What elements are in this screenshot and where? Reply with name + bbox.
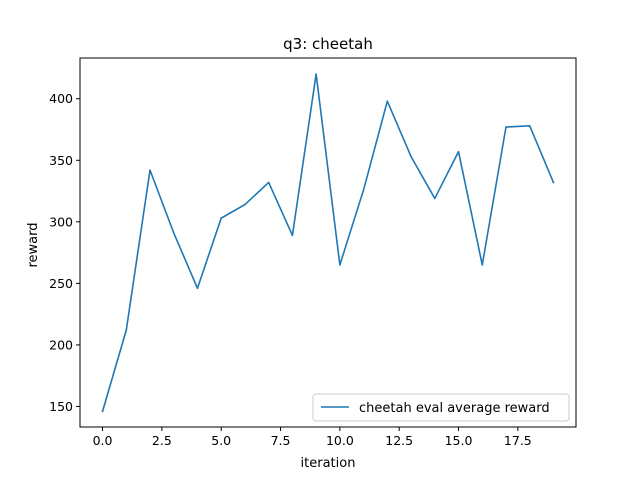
- data-point: [386, 100, 389, 103]
- y-tick-label: 250: [49, 276, 73, 291]
- x-tick-label: 7.5: [271, 433, 291, 448]
- data-point: [101, 410, 104, 413]
- x-tick-label: 10.0: [326, 433, 354, 448]
- y-axis-ticks: 150 200 250 300 350 400: [49, 91, 80, 414]
- y-tick-label: 200: [49, 337, 73, 352]
- chart-title: q3: cheetah: [283, 35, 373, 53]
- x-tick-label: 12.5: [385, 433, 413, 448]
- data-point: [125, 329, 128, 331]
- data-point: [433, 197, 436, 200]
- x-axis-ticks: 0.0 2.5 5.0 7.5 10.0 12.5 15.0 17.5: [93, 427, 532, 448]
- data-point: [339, 264, 341, 266]
- data-point: [196, 287, 199, 290]
- x-tick-label: 15.0: [445, 433, 473, 448]
- data-point: [505, 126, 507, 128]
- data-point: [291, 234, 294, 237]
- series-line: [101, 73, 555, 413]
- data-point: [172, 232, 175, 234]
- data-point: [220, 217, 223, 219]
- data-point: [244, 203, 246, 206]
- x-tick-label: 17.5: [504, 433, 532, 448]
- series-layer: [101, 73, 555, 413]
- x-tick-label: 2.5: [152, 433, 172, 448]
- x-tick-label: 5.0: [211, 433, 231, 448]
- data-point: [267, 181, 270, 184]
- y-tick-label: 350: [49, 153, 73, 168]
- legend-label: cheetah eval average reward: [359, 401, 550, 416]
- y-tick-label: 150: [49, 399, 73, 414]
- data-point: [457, 150, 460, 153]
- data-point: [149, 169, 151, 171]
- data-point: [481, 264, 484, 266]
- x-axis-label: iteration: [301, 456, 356, 471]
- legend-box: [312, 393, 570, 422]
- y-tick-label: 300: [49, 214, 73, 229]
- plot-area-frame: [79, 57, 577, 428]
- data-point: [362, 189, 365, 191]
- data-point: [552, 181, 555, 184]
- data-point: [315, 73, 317, 75]
- data-point: [528, 125, 531, 127]
- legend: cheetah eval average reward: [312, 393, 570, 422]
- y-axis-label: reward: [26, 222, 41, 267]
- data-point: [410, 155, 412, 158]
- x-tick-label: 0.0: [93, 433, 113, 448]
- y-tick-label: 400: [49, 91, 73, 106]
